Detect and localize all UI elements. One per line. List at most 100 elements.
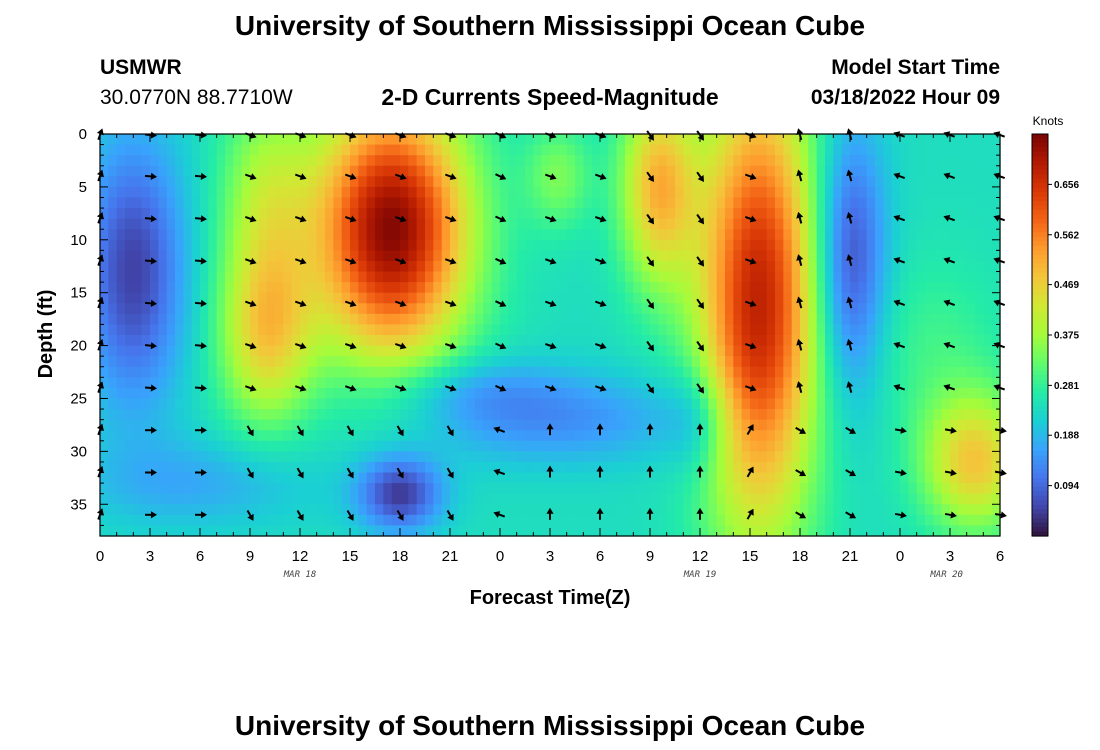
heatmap-cell [850,250,859,262]
heatmap-cell [333,366,343,378]
heatmap-cell [933,514,943,527]
current-arrow [894,426,907,434]
heatmap-cell [983,229,993,241]
heatmap-cell [375,472,384,484]
heatmap-cell [291,472,301,484]
heatmap-cell [783,155,793,167]
heatmap-cell [733,409,743,421]
heatmap-cell [858,165,868,177]
heatmap-cell [908,483,918,495]
heatmap-cell [341,260,351,273]
heatmap-cell [916,377,926,389]
heatmap-cell [391,197,401,209]
heatmap-cell [550,366,559,378]
heatmap-cell [416,134,426,146]
heatmap-cell [475,430,484,442]
heatmap-cell [975,366,984,378]
heatmap-cell [533,335,543,347]
heatmap-cell [925,335,934,347]
heatmap-cell [641,461,651,474]
heatmap-cell [258,303,268,315]
heatmap-cell [600,155,609,167]
heatmap-cell [941,366,951,378]
heatmap-cell [558,440,568,452]
colorbar-segment [1032,290,1048,296]
heatmap-cell [575,356,584,368]
heatmap-cell [658,144,668,156]
heatmap-cell [650,525,659,537]
heatmap-cell [650,324,659,336]
heatmap-cell [391,493,401,505]
heatmap-cell [266,250,276,262]
heatmap-cell [516,250,526,262]
heatmap-cell [766,208,776,220]
heatmap-cell [600,218,609,230]
heatmap-cell [850,197,859,209]
heatmap-cell [533,260,543,273]
heatmap-cell [783,271,793,283]
colorbar-segment [1032,455,1048,461]
heatmap-cell [525,229,534,241]
heatmap-cell [741,229,751,241]
heatmap-cell [708,292,718,304]
heatmap-cell [541,271,551,283]
heatmap-cell [133,271,143,283]
heatmap-cell [700,218,709,230]
heatmap-cell [608,483,618,495]
heatmap-cell [850,313,859,326]
heatmap-cell [450,483,459,495]
heatmap-cell [950,313,959,326]
heatmap-cell [258,387,268,400]
heatmap-cell [558,451,568,463]
heatmap-cell [508,409,518,421]
heatmap-cell [533,155,543,167]
heatmap-cell [858,366,868,378]
heatmap-cell [158,387,168,400]
heatmap-cell [225,440,234,452]
heatmap-cell [808,493,818,505]
heatmap-cell [908,356,918,368]
heatmap-cell [475,208,484,220]
heatmap-cell [641,514,651,527]
heatmap-cell [508,377,518,389]
heatmap-cell [475,155,484,167]
heatmap-cell [158,134,168,146]
heatmap-cell [658,229,668,241]
heatmap-cell [383,377,393,389]
colorbar-segment [1032,531,1048,537]
heatmap-cell [791,176,801,188]
heatmap-cell [733,324,743,336]
heatmap-cell [775,144,784,156]
heatmap-cell [383,313,393,326]
current-arrow [546,507,554,520]
heatmap-cell [625,165,634,177]
heatmap-cell [641,144,651,156]
heatmap-cell [491,409,501,421]
heatmap-cell [150,134,159,146]
heatmap-cell [800,483,809,495]
heatmap-cell [683,155,693,167]
heatmap-cell [233,493,243,505]
heatmap-cell [491,345,501,357]
heatmap-cell [591,292,601,304]
heatmap-cell [975,324,984,336]
heatmap-cell [133,229,143,241]
heatmap-cell [891,387,901,400]
heatmap-cell [883,229,893,241]
colorbar-segment [1032,375,1048,381]
heatmap-cell [775,430,784,442]
heatmap-cell [458,356,468,368]
heatmap-cell [758,144,768,156]
heatmap-cell [133,472,143,484]
heatmap-cell [491,144,501,156]
heatmap-cell [141,366,151,378]
heatmap-cell [133,239,143,251]
heatmap-cell [841,409,851,421]
heatmap-cell [733,271,743,283]
heatmap-cell [366,208,376,220]
heatmap-cell [491,440,501,452]
heatmap-cell [575,155,584,167]
heatmap-cell [200,451,209,463]
heatmap-cell [500,440,509,452]
heatmap-cell [791,324,801,336]
